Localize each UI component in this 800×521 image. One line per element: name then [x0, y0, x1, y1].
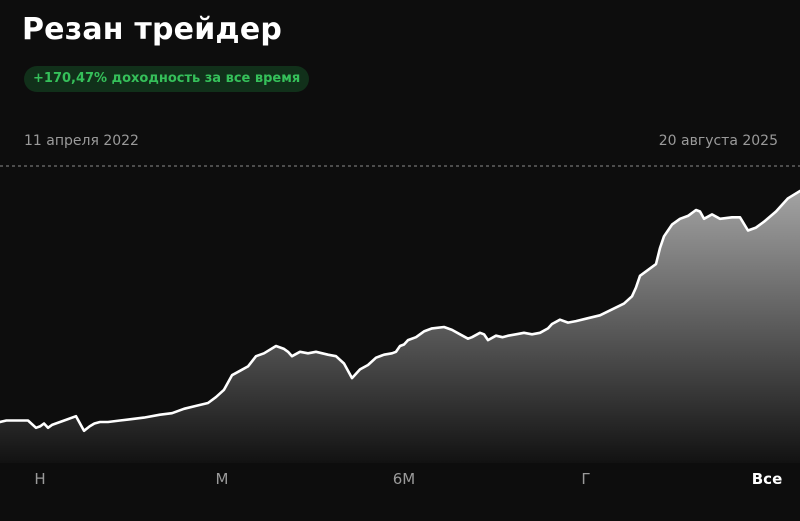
page-title: Резан трейдер	[22, 12, 283, 47]
period-all[interactable]: Все	[751, 470, 783, 488]
period-week[interactable]: Н	[34, 470, 46, 488]
return-badge: +170,47% доходность за все время	[24, 66, 310, 92]
period-6-months[interactable]: 6М	[392, 470, 416, 488]
period-month[interactable]: М	[215, 470, 229, 488]
period-year[interactable]: Г	[581, 470, 591, 488]
period-selector: Н М 6М Г Все	[0, 470, 800, 494]
chart-series-line	[0, 189, 800, 433]
date-start: 11 апреля 2022	[24, 133, 139, 149]
date-end: 20 августа 2025	[658, 133, 778, 149]
chart-area-fill	[0, 191, 800, 463]
